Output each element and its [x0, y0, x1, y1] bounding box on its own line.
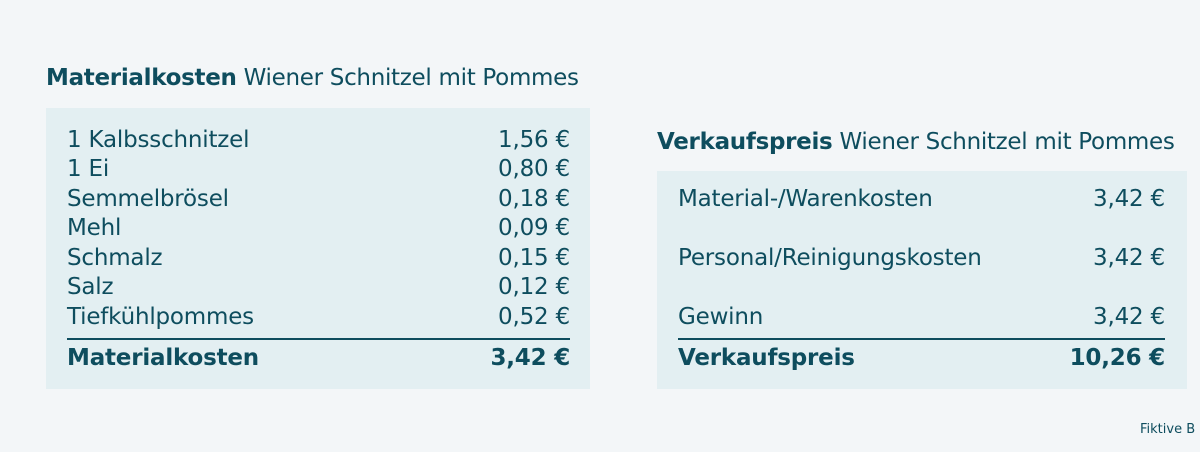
price-row-label: Gewinn [678, 304, 764, 330]
cost-row-value: 0,09 € [498, 215, 570, 241]
material-costs-heading-bold: Materialkosten [46, 65, 237, 91]
price-row-material: Material-/Warenkosten 3,42 € [678, 184, 1165, 214]
sale-total-label: Verkaufspreis [678, 345, 855, 371]
material-costs-heading-rest: Wiener Schnitzel mit Pommes [243, 65, 579, 91]
material-total-value: 3,42 € [490, 345, 570, 371]
cost-row-mehl: Mehl 0,09 € [67, 213, 570, 243]
price-row-value: 3,42 € [1093, 186, 1165, 212]
sale-price-heading: Verkaufspreis Wiener Schnitzel mit Pomme… [657, 127, 1175, 157]
cost-row-label: Mehl [67, 215, 122, 241]
price-row-value: 3,42 € [1093, 304, 1165, 330]
cost-row-kalbsschnitzel: 1 Kalbsschnitzel 1,56 € [67, 125, 570, 155]
cost-row-schmalz: Schmalz 0,15 € [67, 243, 570, 273]
cost-row-label: Tiefkühlpommes [67, 304, 254, 330]
price-row-label: Personal/Reinigungskosten [678, 245, 982, 271]
cost-row-label: 1 Kalbsschnitzel [67, 127, 250, 153]
cost-row-label: Schmalz [67, 245, 163, 271]
sale-price-heading-rest: Wiener Schnitzel mit Pommes [839, 129, 1175, 155]
cost-row-ei: 1 Ei 0,80 € [67, 154, 570, 184]
cost-row-semmelbroesel: Semmelbrösel 0,18 € [67, 184, 570, 214]
cost-row-value: 0,15 € [498, 245, 570, 271]
material-costs-heading: Materialkosten Wiener Schnitzel mit Pomm… [46, 63, 579, 93]
price-row-value: 3,42 € [1093, 245, 1165, 271]
cost-row-label: Salz [67, 274, 114, 300]
sale-price-card: Material-/Warenkosten 3,42 € Personal/Re… [657, 171, 1187, 389]
sale-price-heading-bold: Verkaufspreis [657, 129, 833, 155]
cost-row-salz: Salz 0,12 € [67, 272, 570, 302]
material-total-divider [67, 338, 570, 340]
cost-row-tiefkuehlpommes: Tiefkühlpommes 0,52 € [67, 302, 570, 332]
cost-row-label: Semmelbrösel [67, 186, 229, 212]
cost-row-value: 0,52 € [498, 304, 570, 330]
footnote: Fiktive B [1140, 422, 1196, 437]
material-costs-card: 1 Kalbsschnitzel 1,56 € 1 Ei 0,80 € Semm… [46, 108, 590, 389]
price-row-gewinn: Gewinn 3,42 € [678, 302, 1165, 332]
cost-row-value: 0,12 € [498, 274, 570, 300]
cost-row-value: 1,56 € [498, 127, 570, 153]
sale-total-divider [678, 338, 1165, 340]
price-row-personal: Personal/Reinigungskosten 3,42 € [678, 243, 1165, 273]
cost-row-value: 0,80 € [498, 156, 570, 182]
cost-row-value: 0,18 € [498, 186, 570, 212]
material-total-label: Materialkosten [67, 345, 259, 371]
cost-row-label: 1 Ei [67, 156, 110, 182]
sale-total-value: 10,26 € [1069, 345, 1166, 371]
material-total-row: Materialkosten 3,42 € [67, 343, 570, 373]
price-row-label: Material-/Warenkosten [678, 186, 933, 212]
sale-total-row: Verkaufspreis 10,26 € [678, 343, 1165, 373]
